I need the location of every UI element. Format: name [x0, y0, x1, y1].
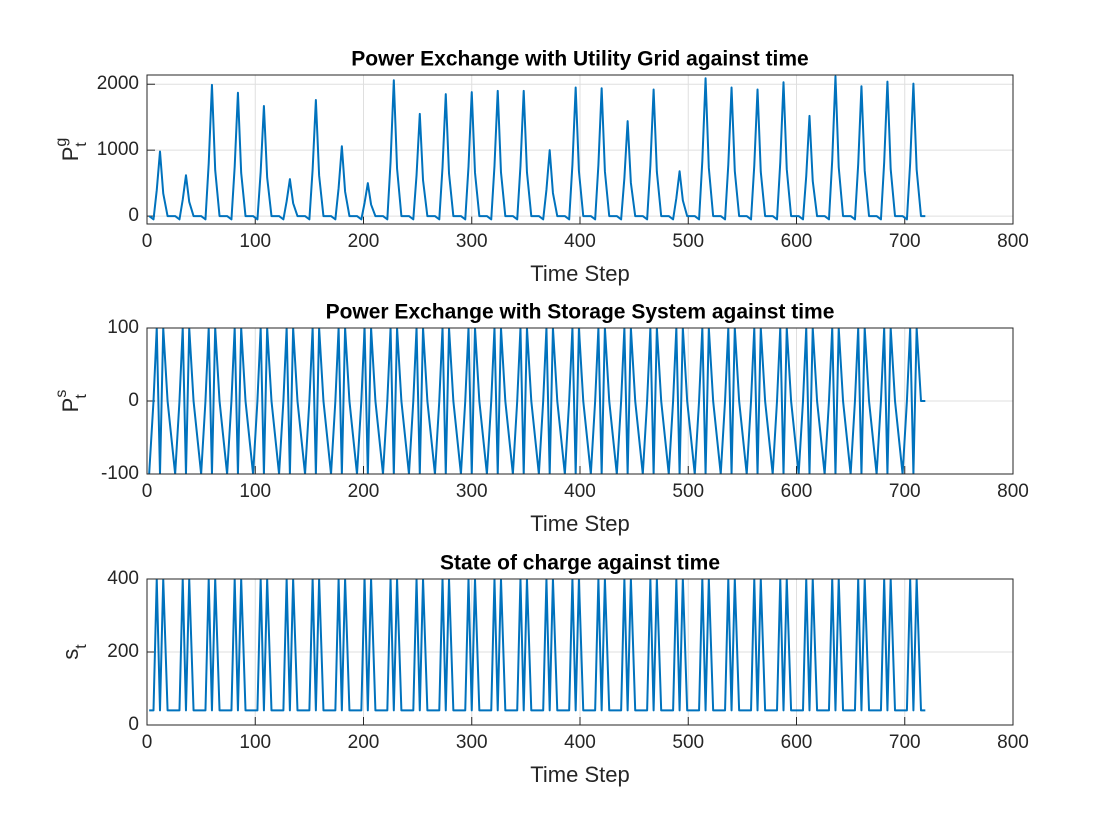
- x-tick-label: 0: [142, 481, 153, 502]
- y-label-base: P: [58, 147, 83, 162]
- series: [148, 75, 926, 221]
- axes-box: [146, 327, 1014, 475]
- x-tick-label: 700: [889, 732, 921, 753]
- y-label-sup: g: [53, 138, 70, 147]
- y-axis-label: Pg t: [53, 138, 90, 162]
- y-label-sub: t: [73, 142, 90, 147]
- y-tick-label: 400: [107, 568, 139, 589]
- subplot: 0 100 200 300 400 500 600 700 800 0 200 400 State of…: [58, 552, 1029, 787]
- y-tick-label: -100: [101, 463, 139, 484]
- x-tick-label: 100: [239, 481, 271, 502]
- x-axis-label: Time Step: [530, 511, 629, 536]
- x-tick-label: 400: [564, 732, 596, 753]
- subplot-title: Power Exchange with Storage System again…: [326, 301, 835, 324]
- x-tick-label: 200: [348, 481, 380, 502]
- x-tick-label: 500: [672, 481, 704, 502]
- y-axis-label: Ps t: [53, 390, 90, 413]
- x-tick-label: 400: [564, 481, 596, 502]
- series: [149, 579, 926, 712]
- y-tick-label: 0: [128, 714, 139, 735]
- x-tick-label: 0: [142, 231, 153, 252]
- axes-box: [146, 578, 1014, 726]
- x-tick-label: 300: [456, 481, 488, 502]
- x-axis-label: Time Step: [530, 762, 629, 787]
- x-tick-label: 0: [142, 732, 153, 753]
- subplot-title: Power Exchange with Utility Grid against…: [351, 48, 808, 71]
- subplot-title: State of charge against time: [440, 552, 720, 575]
- y-label-sub: t: [73, 644, 90, 649]
- y-axis-label: st: [58, 644, 90, 660]
- y-tick-label: 2000: [97, 73, 139, 94]
- y-tick-label: 0: [128, 205, 139, 226]
- y-label-base: P: [58, 398, 83, 413]
- data-line: [149, 579, 926, 712]
- y-label-base: s: [58, 649, 83, 660]
- x-axis-label: Time Step: [530, 261, 629, 286]
- y-tick-label: 1000: [97, 139, 139, 160]
- data-line: [148, 75, 926, 221]
- x-tick-label: 600: [781, 481, 813, 502]
- y-label-sub: t: [73, 394, 90, 399]
- x-tick-label: 800: [997, 231, 1029, 252]
- y-tick-label: 0: [128, 390, 139, 411]
- x-tick-label: 300: [456, 732, 488, 753]
- x-tick-label: 300: [456, 231, 488, 252]
- subplot: 0 100 200 300 400 500 600 700 800 0 1000 2000 Power …: [53, 48, 1029, 286]
- x-tick-label: 600: [781, 732, 813, 753]
- x-tick-label: 200: [348, 231, 380, 252]
- x-tick-label: 800: [997, 481, 1029, 502]
- x-tick-label: 700: [889, 231, 921, 252]
- axes-box: [146, 74, 1014, 225]
- x-tick-label: 500: [672, 732, 704, 753]
- y-tick-label: 100: [107, 317, 139, 338]
- x-tick-label: 400: [564, 231, 596, 252]
- x-tick-label: 700: [889, 481, 921, 502]
- x-tick-label: 500: [672, 231, 704, 252]
- x-tick-label: 600: [781, 231, 813, 252]
- y-label-sup: s: [53, 390, 70, 398]
- x-tick-label: 100: [239, 231, 271, 252]
- x-tick-label: 800: [997, 732, 1029, 753]
- x-tick-label: 200: [348, 732, 380, 753]
- x-tick-label: 100: [239, 732, 271, 753]
- y-tick-label: 200: [107, 641, 139, 662]
